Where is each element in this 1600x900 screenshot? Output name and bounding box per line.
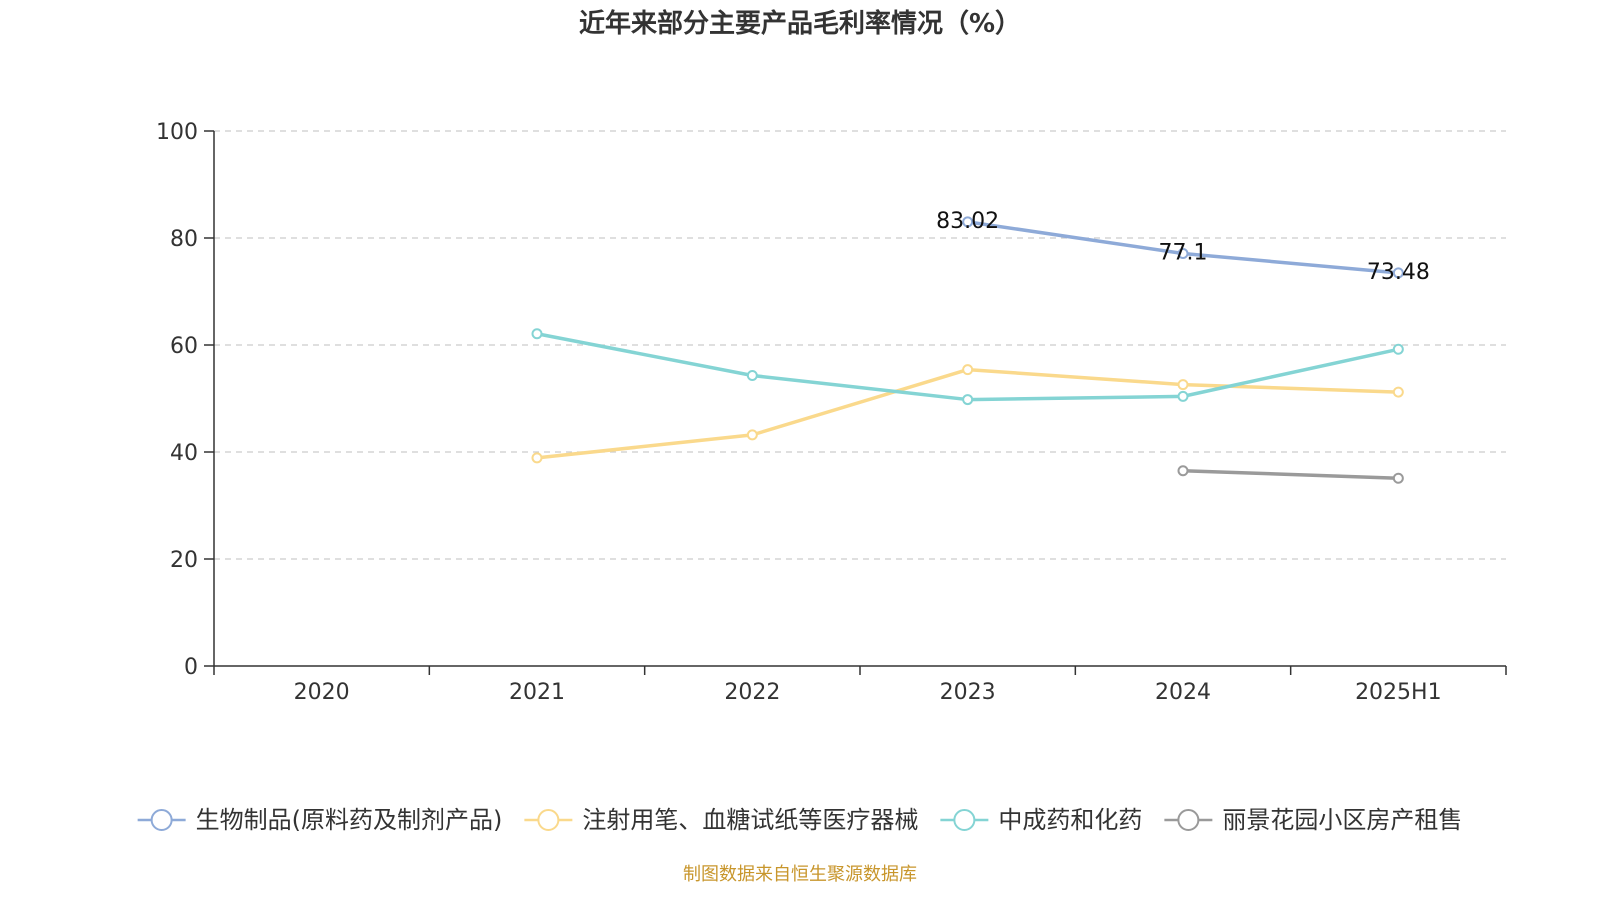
series-3 bbox=[1177, 465, 1404, 484]
x-tick-label: 2020 bbox=[294, 680, 350, 705]
data-label: 83.02 bbox=[936, 209, 999, 234]
data-point bbox=[1392, 472, 1404, 484]
grid bbox=[214, 130, 1506, 560]
data-point bbox=[531, 452, 543, 464]
series-line bbox=[1181, 468, 1401, 480]
x-tick-label: 2021 bbox=[509, 680, 565, 705]
legend-label: 丽景花园小区房产租售 bbox=[1222, 806, 1462, 834]
data-labels: 83.02 77.1 73.48 bbox=[936, 209, 1430, 285]
series-1 bbox=[531, 364, 1404, 464]
series-2 bbox=[531, 328, 1404, 406]
data-point bbox=[962, 364, 974, 376]
y-tick-label: 20 bbox=[170, 548, 198, 573]
legend-marker-circle bbox=[1177, 809, 1200, 831]
y-tick-label: 100 bbox=[156, 120, 198, 145]
source-note: 制图数据来自恒生聚源数据库 bbox=[683, 864, 917, 885]
chart-title: 近年来部分主要产品毛利率情况（%） bbox=[579, 8, 1021, 39]
data-point bbox=[746, 369, 758, 381]
data-point bbox=[1177, 465, 1189, 477]
data-point bbox=[1392, 267, 1404, 279]
data-label: 77.1 bbox=[1159, 241, 1208, 266]
data-point bbox=[1177, 379, 1189, 391]
y-tick-label: 0 bbox=[184, 655, 198, 680]
series-lines bbox=[531, 216, 1404, 484]
legend-label: 注射用笔、血糖试纸等医疗器械 bbox=[582, 806, 918, 834]
legend-marker-circle bbox=[150, 809, 173, 831]
data-point bbox=[1177, 390, 1189, 402]
x-tick-label: 2023 bbox=[940, 680, 996, 705]
data-point bbox=[1177, 248, 1189, 260]
data-point bbox=[531, 328, 543, 340]
legend-item: 生物制品(原料药及制剂产品) bbox=[137, 806, 503, 834]
series-line bbox=[535, 367, 1401, 460]
data-label: 73.48 bbox=[1367, 260, 1430, 285]
data-point bbox=[746, 429, 758, 441]
legend-marker-icon bbox=[137, 809, 186, 831]
legend-marker-circle bbox=[537, 809, 560, 831]
data-point bbox=[1392, 343, 1404, 355]
x-tick-label: 2025H1 bbox=[1355, 680, 1442, 705]
x-tick-label: 2022 bbox=[724, 680, 780, 705]
legend-label: 中成药和化药 bbox=[998, 806, 1142, 834]
legend-label: 生物制品(原料药及制剂产品) bbox=[196, 806, 503, 834]
y-tick-label: 80 bbox=[170, 227, 198, 252]
legend-item: 丽景花园小区房产租售 bbox=[1164, 806, 1462, 834]
axes: 0 20 40 60 80 100 2020 2021 2022 2023 2024 2025H1 bbox=[156, 120, 1507, 705]
data-point bbox=[962, 216, 974, 228]
series-0 bbox=[962, 216, 1404, 279]
data-point bbox=[962, 394, 974, 406]
legend-item: 注射用笔、血糖试纸等医疗器械 bbox=[524, 806, 918, 834]
data-point bbox=[1392, 386, 1404, 398]
x-tick-label: 2024 bbox=[1155, 680, 1211, 705]
legend-marker-icon bbox=[1164, 809, 1213, 831]
legend-marker-circle bbox=[953, 809, 976, 831]
legend: 生物制品(原料药及制剂产品) 注射用笔、血糖试纸等医疗器械 中成药和化药 丽景花园小区… bbox=[137, 806, 1462, 834]
y-tick-label: 60 bbox=[170, 334, 198, 359]
y-tick-label: 40 bbox=[170, 441, 198, 466]
legend-item: 中成药和化药 bbox=[940, 806, 1142, 834]
legend-marker-icon bbox=[524, 809, 573, 831]
legend-marker-icon bbox=[940, 809, 989, 831]
